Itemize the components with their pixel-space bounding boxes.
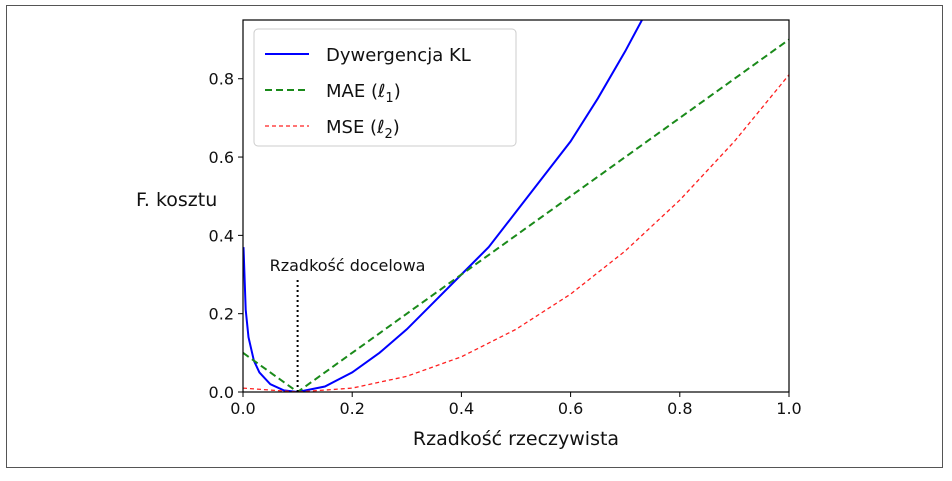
series-line-3: [243, 74, 789, 392]
legend-label-1: Dywergencja KL: [326, 45, 471, 66]
series-layer: [243, 20, 789, 392]
y-tick-label: 0.4: [209, 226, 234, 245]
axes-layer: 0.0 0.2 0.4 0.6 0.8 1.0 0.0 0.2 0.4 0.6 0.8: [209, 19, 802, 418]
y-axis-label: F. kosztu: [136, 189, 217, 211]
x-tick-label: 0.2: [339, 399, 364, 418]
y-tick-label: 0.2: [209, 305, 234, 324]
x-tick-label: 0.8: [667, 399, 692, 418]
annotation-text: Rzadkość docelowa: [270, 256, 426, 275]
legend-box: [253, 28, 517, 147]
x-tick-label: 1.0: [776, 399, 801, 418]
y-tick-label: 0.0: [209, 383, 234, 402]
legend-label-3: MSE (ℓ2): [326, 117, 400, 142]
series-line-1: [243, 20, 644, 392]
y-tick-label: 0.8: [209, 70, 234, 89]
series-line-2: [243, 38, 789, 392]
annotation-layer: Rzadkość docelowa: [270, 256, 426, 392]
x-tick-label: 0.4: [449, 399, 474, 418]
x-tick-label: 0.6: [558, 399, 583, 418]
legend: Dywergencja KL MAE (ℓ1) MSE (ℓ2): [253, 28, 517, 147]
x-axis-label: Rzadkość rzeczywista: [413, 428, 619, 450]
axes-frame: [242, 19, 790, 393]
y-tick-label: 0.6: [209, 148, 234, 167]
x-tick-label: 0.0: [230, 399, 255, 418]
legend-label-2: MAE (ℓ1): [326, 81, 401, 106]
